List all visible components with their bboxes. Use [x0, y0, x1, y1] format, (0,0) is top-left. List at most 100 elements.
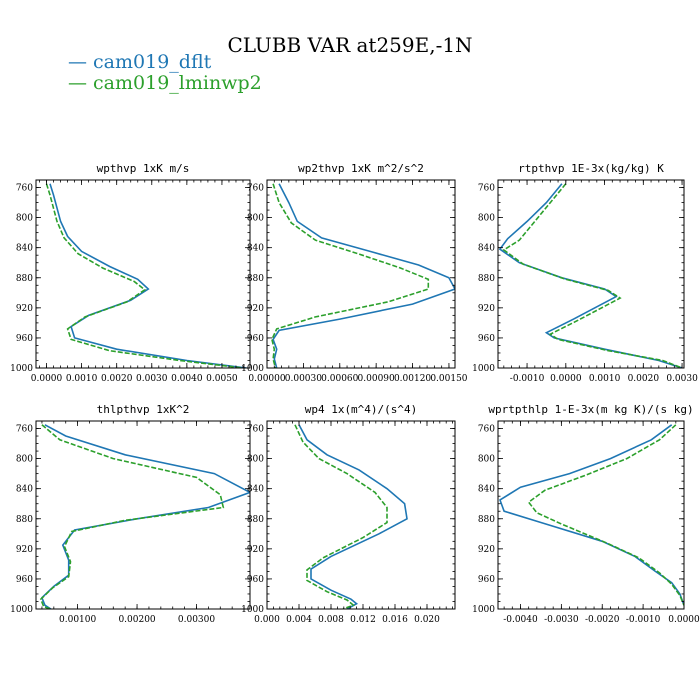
- series-line-cam019_lminwp2: [502, 183, 683, 368]
- x-tick-label: 0.0020: [101, 374, 133, 384]
- legend-entry-lminwp2: — cam019_lminwp2: [68, 72, 262, 94]
- y-tick-label: 960: [478, 575, 495, 585]
- chart-panel-3: rtpthvp 1E-3x(kg/kg) K 760 800 840 880 920 960…: [472, 162, 698, 384]
- x-tick-label: 0.00200: [118, 615, 155, 625]
- y-tick-label: 840: [478, 485, 495, 495]
- y-tick-label: 920: [478, 304, 495, 314]
- x-tick-label: 0.00300: [178, 615, 215, 625]
- y-tick-label: 1000: [10, 605, 33, 615]
- y-tick-label: 840: [16, 485, 33, 495]
- y-tick-label: 840: [478, 244, 495, 254]
- y-tick-label: 960: [247, 334, 264, 344]
- series-line-cam019_lminwp2: [39, 424, 225, 609]
- plot-frame: [497, 179, 685, 369]
- plot-frame: [35, 179, 251, 369]
- y-tick-label: 960: [478, 334, 495, 344]
- chart-panel-4: thlpthvp 1xK^2 760 800 840 880 920 960 1000 0.00…: [10, 403, 251, 625]
- x-tick-label: -0.0030: [544, 615, 579, 625]
- y-tick-label: 960: [16, 334, 33, 344]
- series-line-cam019_dflt: [499, 424, 684, 606]
- y-tick-label: 920: [247, 545, 264, 555]
- x-tick-label: 0.008: [318, 615, 344, 625]
- y-tick-label: 960: [247, 575, 264, 585]
- x-tick-label: 0.0050: [206, 374, 238, 384]
- y-tick-label: 800: [247, 455, 264, 465]
- y-tick-label: 920: [478, 545, 495, 555]
- y-tick-label: 1000: [472, 605, 495, 615]
- x-tick-label: 0.0000: [668, 615, 700, 625]
- x-tick-label: 0.0030: [136, 374, 168, 384]
- x-tick-label: 0.0030: [666, 374, 698, 384]
- y-tick-label: 1000: [472, 364, 495, 374]
- x-tick-label: 0.000: [254, 615, 280, 625]
- x-tick-label: 0.016: [382, 615, 408, 625]
- series-line-cam019_dflt: [272, 183, 455, 368]
- x-tick-label: -0.0020: [585, 615, 620, 625]
- x-tick-label: 0.00090: [358, 374, 395, 384]
- series-line-cam019_lminwp2: [45, 183, 244, 368]
- y-tick-label: 840: [247, 485, 264, 495]
- panel-title: thlpthvp 1xK^2: [97, 403, 190, 416]
- y-tick-label: 760: [478, 425, 495, 435]
- x-tick-label: 0.0010: [589, 374, 621, 384]
- y-tick-label: 800: [478, 455, 495, 465]
- panel-title: wp2thvp 1xK m^2/s^2: [298, 162, 424, 175]
- y-tick-label: 1000: [241, 364, 264, 374]
- x-tick-label: 0.00000: [248, 374, 285, 384]
- y-tick-label: 800: [16, 455, 33, 465]
- series-line-cam019_lminwp2: [527, 424, 684, 606]
- y-tick-label: 880: [478, 274, 495, 284]
- x-tick-label: 0.00030: [285, 374, 322, 384]
- panel-title: wprtpthlp 1-E-3x(m kg K)/(s kg): [488, 403, 693, 416]
- y-tick-label: 800: [478, 214, 495, 224]
- figure-title: CLUBB VAR at259E,-1N: [227, 33, 472, 57]
- y-tick-label: 880: [478, 515, 495, 525]
- y-tick-label: 760: [16, 425, 33, 435]
- x-tick-label: -0.0010: [510, 374, 545, 384]
- x-tick-label: 0.0000: [31, 374, 63, 384]
- y-tick-label: 1000: [241, 605, 264, 615]
- series-line-cam019_dflt: [40, 424, 250, 609]
- series-line-cam019_lminwp2: [294, 424, 388, 609]
- x-tick-label: 0.004: [286, 615, 312, 625]
- y-tick-label: 800: [247, 214, 264, 224]
- panel-title: wpthvp 1xK m/s: [97, 162, 190, 175]
- y-tick-label: 1000: [10, 364, 33, 374]
- panel-title: wp4 1x(m^4)/(s^4): [305, 403, 418, 416]
- plot-frame: [266, 179, 456, 369]
- y-tick-label: 800: [16, 214, 33, 224]
- plot-frame: [35, 420, 251, 610]
- y-tick-label: 760: [478, 184, 495, 194]
- x-tick-label: -0.0040: [503, 615, 538, 625]
- y-tick-label: 760: [247, 425, 264, 435]
- series-line-cam019_dflt: [498, 183, 683, 368]
- y-tick-label: 760: [247, 184, 264, 194]
- y-tick-label: 960: [16, 575, 33, 585]
- x-tick-label: 0.0020: [628, 374, 660, 384]
- y-tick-label: 840: [247, 244, 264, 254]
- y-tick-label: 920: [247, 304, 264, 314]
- x-tick-label: 0.0040: [171, 374, 203, 384]
- y-tick-label: 880: [16, 274, 33, 284]
- panels: wpthvp 1xK m/s76080084088092096010000.00…: [10, 162, 700, 625]
- x-tick-label: 0.00120: [394, 374, 431, 384]
- y-tick-label: 840: [16, 244, 33, 254]
- chart-panel-2: wp2thvp 1xK m^2/s^2 760 800 840 880 920 960 100…: [241, 162, 468, 384]
- x-tick-label: 0.00060: [321, 374, 358, 384]
- chart-panel-5: wp4 1x(m^4)/(s^4)76080084088092096010000…: [241, 403, 456, 625]
- x-tick-label: -0.0010: [626, 615, 661, 625]
- x-tick-label: 0.0010: [66, 374, 98, 384]
- y-tick-label: 760: [16, 184, 33, 194]
- y-tick-label: 880: [247, 274, 264, 284]
- chart-panel-1: wpthvp 1xK m/s76080084088092096010000.00…: [10, 162, 251, 384]
- y-tick-label: 880: [16, 515, 33, 525]
- x-tick-label: 0.012: [350, 615, 376, 625]
- x-tick-label: 0.00100: [59, 615, 96, 625]
- x-tick-label: 0.00150: [430, 374, 467, 384]
- plot-frame: [497, 420, 685, 610]
- y-tick-label: 920: [16, 545, 33, 555]
- legend-entry-dflt: — cam019_dflt: [68, 51, 212, 73]
- series-line-cam019_dflt: [49, 183, 247, 368]
- y-tick-label: 920: [16, 304, 33, 314]
